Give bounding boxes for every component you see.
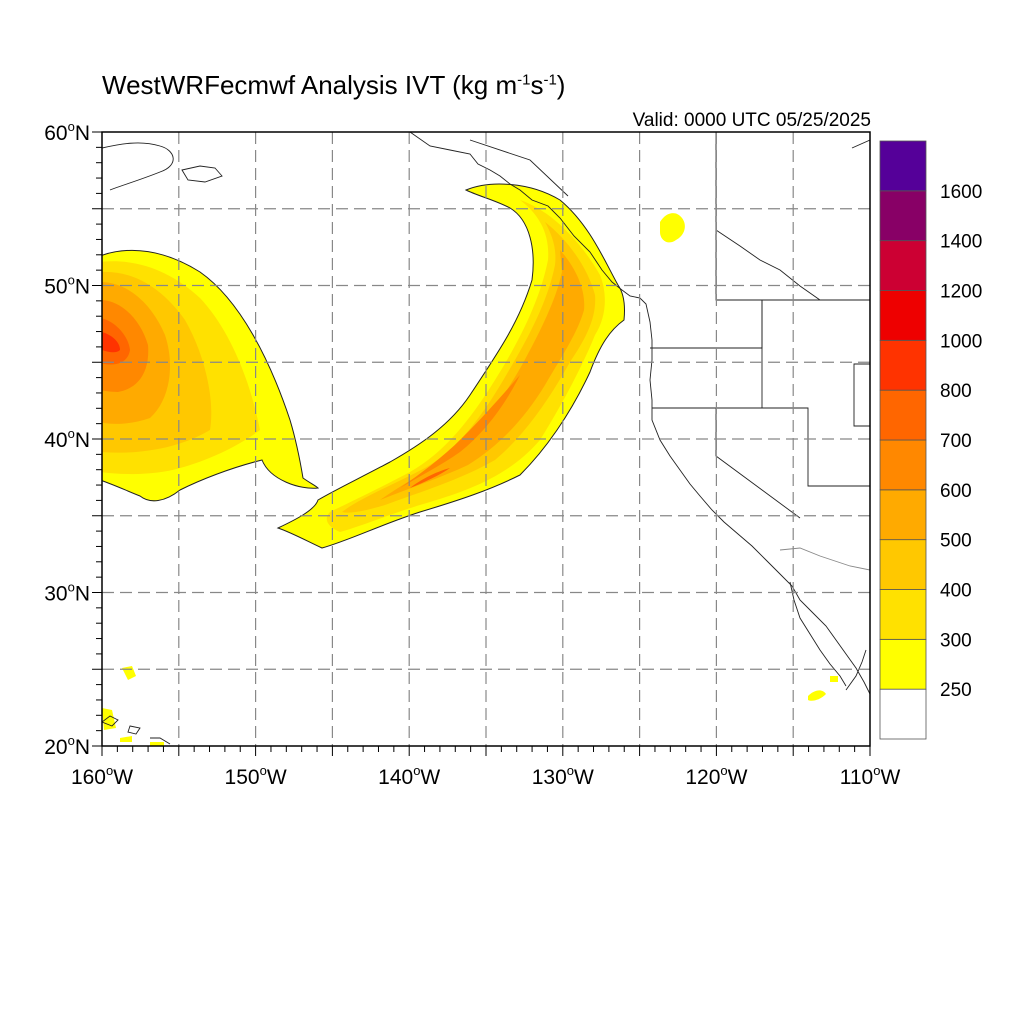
valid-time: Valid: 0000 UTC 05/25/2025 xyxy=(632,110,871,131)
colorbar-swatch xyxy=(879,290,927,341)
map-title: WestWRFecmwf Analysis IVT (kg m-1s-1) xyxy=(102,70,566,100)
lon-tick-label: 120oW xyxy=(685,763,747,789)
ivt-patch-inland xyxy=(660,213,685,243)
colorbar-swatch xyxy=(879,240,927,291)
ivt-patch-hawaii-north xyxy=(122,666,136,680)
colorbar-swatch xyxy=(879,389,927,441)
colorbar-label: 1200 xyxy=(940,282,982,303)
colorbar-swatch xyxy=(879,140,927,192)
lon-tick-label: 160oW xyxy=(71,763,133,789)
ivt-patch-baja xyxy=(808,690,826,701)
colorbar-label: 1600 xyxy=(940,182,982,203)
lat-tick-label: 50oN xyxy=(44,273,90,299)
grid-lines xyxy=(102,132,870,746)
colorbar-label: 400 xyxy=(940,581,972,602)
ivt-atmospheric-river xyxy=(276,183,625,549)
colorbar-swatch xyxy=(879,539,927,590)
colorbar-label: 600 xyxy=(940,481,972,502)
lat-tick-label: 60oN xyxy=(44,119,90,145)
axis-labels: 160oW 150oW 140oW 130oW 120oW 110oW 60oN 50oN 40… xyxy=(44,119,900,789)
colorbar-swatch xyxy=(879,589,927,640)
lat-tick-label: 40oN xyxy=(44,426,90,452)
lon-tick-label: 110oW xyxy=(840,763,901,789)
colorbar-label: 250 xyxy=(940,680,972,701)
colorbar-swatch xyxy=(879,489,927,541)
colorbar-swatch xyxy=(879,190,927,242)
colorbar-swatch xyxy=(879,339,927,391)
colorbar-label: 500 xyxy=(940,531,972,552)
ivt-region-west xyxy=(102,249,320,502)
colorbar: 250 300 400 500 600 700 800 1000 1200 1400 1600 xyxy=(879,140,982,740)
lat-tick-label: 20oN xyxy=(44,733,90,759)
ivt-patch-hawaii xyxy=(102,708,116,730)
lon-tick-label: 130oW xyxy=(532,763,594,789)
colorbar-label: 300 xyxy=(940,630,972,651)
axis-ticks xyxy=(92,131,871,756)
lon-tick-label: 150oW xyxy=(225,763,287,789)
colorbar-swatch xyxy=(879,439,927,491)
colorbar-swatch xyxy=(879,688,927,740)
lat-tick-label: 30oN xyxy=(44,580,90,606)
colorbar-label: 800 xyxy=(940,381,972,402)
colorbar-label: 700 xyxy=(940,431,972,452)
colorbar-label: 1000 xyxy=(940,331,982,352)
lon-tick-label: 140oW xyxy=(378,763,440,789)
colorbar-label: 1400 xyxy=(940,232,982,253)
colorbar-swatch xyxy=(879,638,927,690)
